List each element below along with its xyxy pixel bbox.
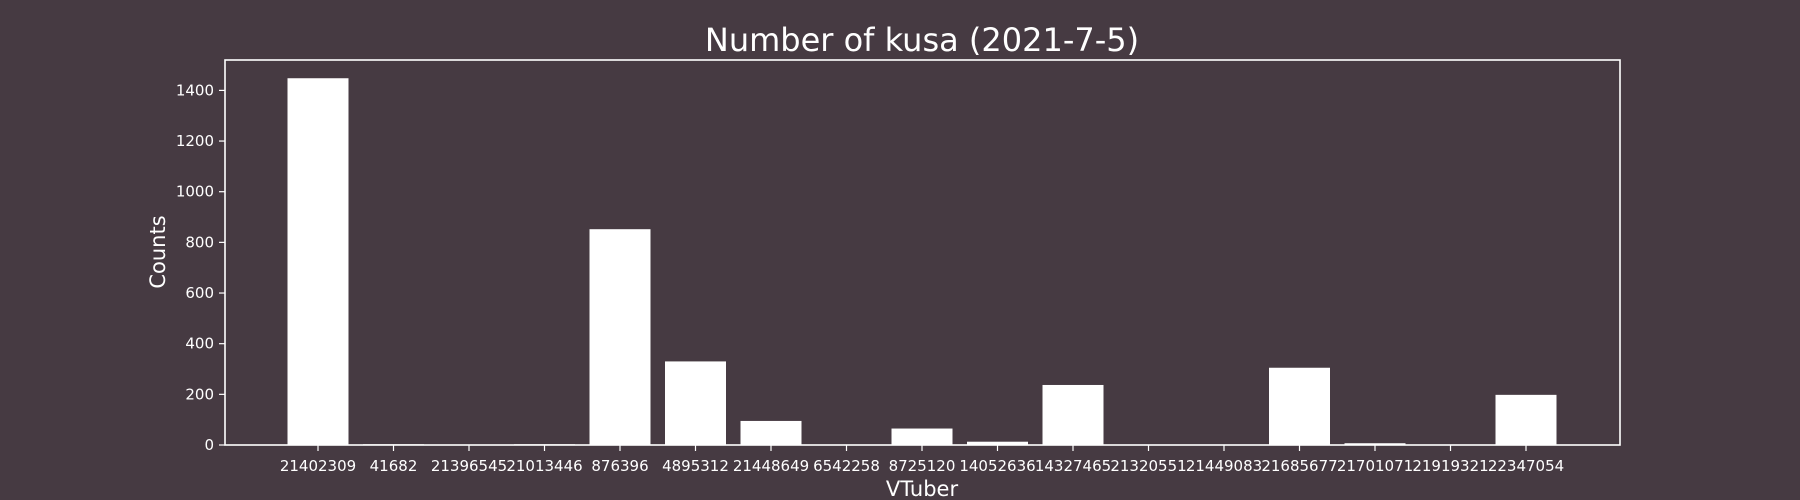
y-tick-label: 0	[204, 436, 214, 454]
x-axis-label: VTuber	[886, 477, 959, 500]
x-tick-label: 21919321	[1412, 457, 1488, 475]
y-axis-label: Counts	[146, 215, 170, 288]
x-tick-label: 22347054	[1488, 457, 1564, 475]
x-tick-label: 21396545	[431, 457, 507, 475]
bar-14052636	[967, 441, 1028, 445]
y-tick-label: 600	[185, 284, 214, 302]
y-axis: 0 200 400 600 800 1000 1200 1400	[176, 81, 225, 454]
x-tick-label: 21013446	[506, 457, 582, 475]
y-tick-label: 800	[185, 233, 214, 251]
x-tick-label: 21402309	[280, 457, 356, 475]
bar-4895312	[665, 361, 726, 445]
x-tick-label: 14052636	[959, 457, 1035, 475]
y-tick-label: 400	[185, 335, 214, 353]
x-tick-label: 21449083	[1186, 457, 1262, 475]
x-tick-label: 41682	[370, 457, 418, 475]
y-tick-label: 200	[185, 385, 214, 403]
bar-8725120	[891, 428, 953, 445]
x-tick-label: 21685677	[1261, 457, 1337, 475]
x-tick-label: 21701071	[1337, 457, 1413, 475]
y-tick-label: 1000	[176, 183, 214, 201]
bar-21685677	[1269, 367, 1330, 445]
x-tick-label: 6542258	[813, 457, 880, 475]
bars-layer	[287, 78, 1557, 445]
bar-22347054	[1495, 394, 1557, 445]
bar-21701071	[1344, 443, 1406, 445]
y-tick-label: 1200	[176, 132, 214, 150]
x-tick-label: 14327465	[1035, 457, 1111, 475]
x-tick-label: 4895312	[662, 457, 729, 475]
y-tick-label: 1400	[176, 81, 214, 99]
bar-876396	[589, 229, 651, 445]
x-axis: 21402309 41682 21396545 21013446 876396 48953…	[280, 445, 1564, 475]
plot-frame	[224, 59, 1621, 446]
x-tick-label: 21448649	[733, 457, 809, 475]
x-tick-label: 876396	[591, 457, 648, 475]
bar-14327465	[1042, 384, 1104, 445]
x-tick-label: 21320551	[1110, 457, 1186, 475]
bar-21402309	[287, 78, 349, 445]
chart-title: Number of kusa (2021-7-5)	[705, 21, 1139, 59]
x-tick-label: 8725120	[889, 457, 956, 475]
bar-21448649	[740, 420, 802, 445]
